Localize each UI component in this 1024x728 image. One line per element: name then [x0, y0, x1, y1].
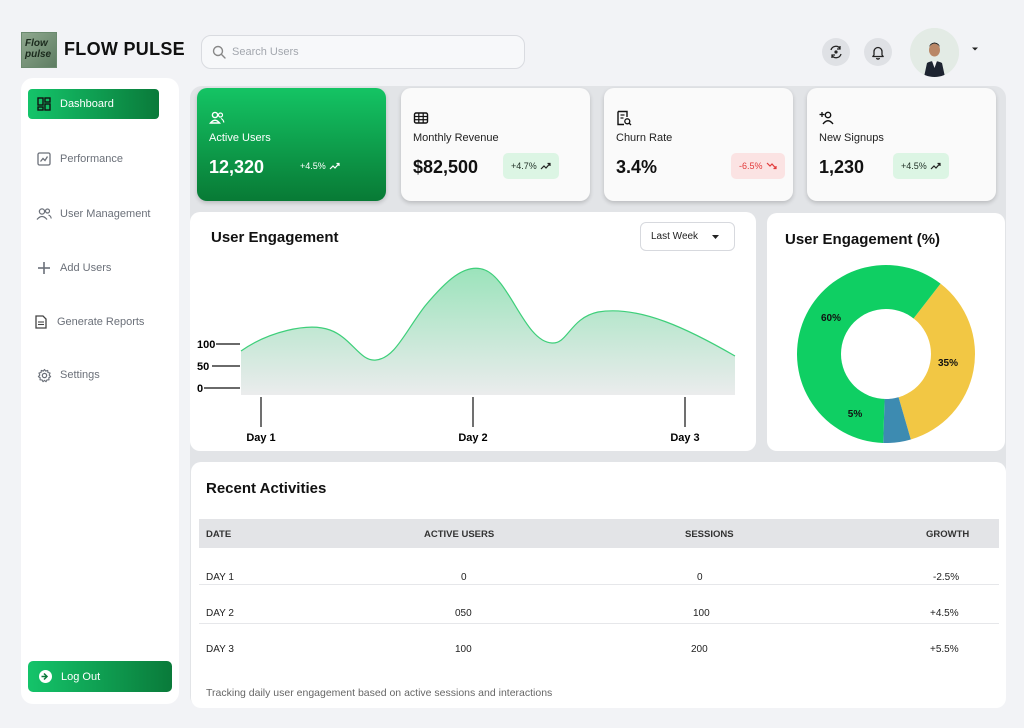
document-search-icon [617, 110, 632, 126]
sidebar-item-label: User Management [60, 208, 151, 220]
trend-up-icon [540, 162, 551, 170]
cell-growth: +5.5% [930, 644, 959, 655]
trend-badge: -6.5% [731, 153, 785, 179]
sidebar-item-label: Add Users [60, 262, 112, 274]
cell-date: DAY 1 [206, 572, 234, 583]
row-divider [199, 623, 999, 624]
cell-active-users: 100 [455, 644, 472, 655]
period-dropdown[interactable]: Last Week [640, 222, 735, 251]
trend-value: +4.5% [300, 161, 326, 171]
engagement-title: User Engagement [211, 229, 339, 246]
card-value: 12,320 [209, 157, 265, 177]
users-icon [36, 206, 52, 222]
sync-icon [830, 45, 842, 59]
logout-button[interactable]: Log Out [28, 661, 172, 692]
gear-icon [36, 367, 52, 383]
card-active-users[interactable]: Active Users 12,320 +4.5% [197, 88, 386, 201]
trend-up-icon [329, 162, 340, 170]
column-header[interactable]: GROWTH [926, 529, 970, 540]
row-divider [199, 584, 999, 585]
column-header[interactable]: DATE [206, 529, 232, 540]
avatar-image [910, 28, 959, 77]
sidebar-item-performance[interactable]: Performance [28, 144, 123, 174]
card-value: 1,230 [819, 157, 865, 177]
logout-label: Log Out [61, 670, 101, 683]
notification-button[interactable] [864, 38, 892, 66]
search-icon [212, 45, 226, 59]
sidebar-item-label: Settings [60, 369, 100, 381]
sync-button[interactable] [822, 38, 850, 66]
activities-panel [191, 462, 1006, 708]
trend-badge: +4.5% [292, 153, 348, 179]
column-header[interactable]: SESSIONS [685, 529, 734, 540]
card-title: Churn Rate [616, 132, 673, 144]
avatar[interactable] [910, 28, 959, 77]
bell-icon [872, 46, 884, 60]
card-churn-rate[interactable]: Churn Rate 3.4% -6.5% [604, 88, 793, 201]
cell-date: DAY 3 [206, 644, 234, 655]
logout-icon [37, 669, 53, 685]
cell-active-users: 0 [461, 572, 467, 583]
cell-active-users: 050 [455, 608, 472, 619]
cell-sessions: 100 [693, 608, 710, 619]
sidebar-item-add-users[interactable]: Add Users [28, 253, 111, 283]
activities-note: Tracking daily user engagement based on … [206, 687, 553, 699]
sidebar-item-user-management[interactable]: User Management [28, 199, 151, 229]
sidebar-item-label: Performance [60, 153, 123, 165]
sidebar-item-generate-reports[interactable]: Generate Reports [28, 307, 144, 337]
card-value: 3.4% [616, 157, 658, 177]
card-monthly-revenue[interactable]: Monthly Revenue $82,500 +4.7% [401, 88, 590, 201]
sidebar: Dashboard Performance User Management Ad… [21, 78, 179, 704]
cell-sessions: 200 [691, 644, 708, 655]
grid-icon [413, 112, 429, 124]
sidebar-item-label: Dashboard [60, 98, 114, 110]
engagement-pct-title: User Engagement (%) [785, 231, 941, 248]
brand-name: FLOW PULSE [64, 39, 185, 59]
dashboard-icon [36, 96, 52, 112]
report-icon [33, 314, 49, 330]
sidebar-item-settings[interactable]: Settings [28, 360, 100, 390]
column-header[interactable]: ACTIVE USERS [424, 529, 495, 540]
search-box[interactable] [201, 35, 525, 69]
trend-badge: +4.5% [893, 153, 949, 179]
engagement-pct-panel [767, 213, 1005, 451]
cell-date: DAY 2 [206, 608, 234, 619]
cell-growth: -2.5% [933, 572, 960, 583]
plus-icon [36, 260, 52, 276]
card-value: $82,500 [413, 157, 479, 177]
card-title: New Signups [819, 132, 884, 144]
period-dropdown-value: Last Week [651, 231, 699, 242]
users-icon [209, 111, 225, 124]
search-input[interactable] [232, 46, 512, 58]
sidebar-item-dashboard[interactable]: Dashboard [28, 89, 159, 119]
trend-value: -6.5% [739, 161, 763, 171]
table-header: DATE ACTIVE USERS SESSIONS GROWTH [199, 519, 999, 548]
trend-down-icon [766, 162, 777, 170]
card-title: Monthly Revenue [413, 132, 499, 144]
chevron-down-icon [712, 235, 719, 239]
trend-value: +4.7% [511, 161, 537, 171]
activities-title: Recent Activities [206, 480, 327, 497]
brand-logo-text: Flow pulse [25, 38, 52, 60]
card-new-signups[interactable]: New Signups 1,230 +4.5% [807, 88, 996, 201]
chevron-down-icon[interactable] [970, 45, 980, 53]
add-user-icon [819, 111, 834, 125]
cell-sessions: 0 [697, 572, 703, 583]
trend-up-icon [930, 162, 941, 170]
chart-icon [36, 151, 52, 167]
trend-badge: +4.7% [503, 153, 559, 179]
card-title: Active Users [209, 132, 271, 144]
trend-value: +4.5% [901, 161, 927, 171]
cell-growth: +4.5% [930, 608, 959, 619]
brand-logo: Flow pulse [21, 32, 57, 68]
sidebar-item-label: Generate Reports [57, 316, 145, 328]
